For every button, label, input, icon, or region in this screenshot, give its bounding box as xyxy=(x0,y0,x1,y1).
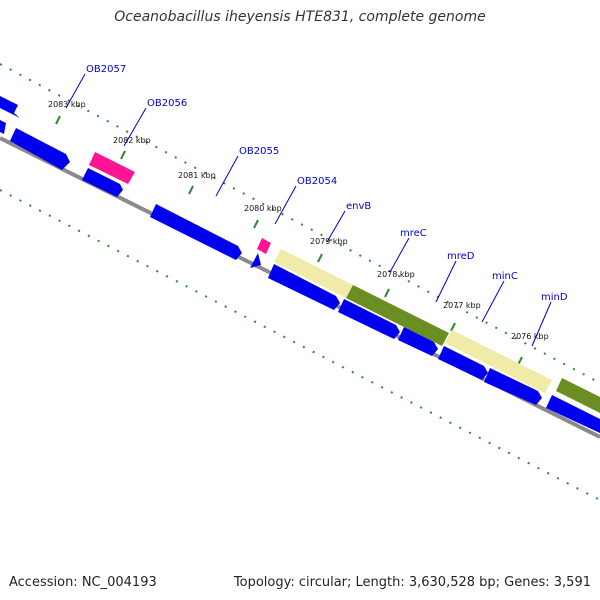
leader-ob2056 xyxy=(123,107,147,147)
kbp-label: 2076 kbp xyxy=(511,332,549,341)
gene-ob2054-rrna xyxy=(257,238,271,254)
gene-label: minD xyxy=(541,292,568,303)
leader-envb xyxy=(326,210,346,243)
kbp-label: 2082 kbp xyxy=(113,136,151,145)
gene-label: OB2054 xyxy=(297,176,337,187)
gene-ob2057-lower xyxy=(0,120,6,134)
kbp-tick xyxy=(55,115,61,125)
leader-ob2057 xyxy=(65,73,86,109)
gene-mrec-arrow xyxy=(338,299,400,339)
kbp-tick xyxy=(384,288,390,298)
inner-tick-ring xyxy=(0,189,600,501)
gene-leader-lines xyxy=(65,73,552,347)
gene-ob2056-rrna xyxy=(89,152,135,184)
map-title: Oceanobacillus iheyensis HTE831, complet… xyxy=(114,9,486,25)
gene-mrec xyxy=(346,285,449,346)
gene-ob2057 xyxy=(0,96,20,118)
gene-label: mreC xyxy=(400,228,427,239)
gene-mind-olive xyxy=(556,378,600,413)
gene-minc-arrow xyxy=(438,346,488,380)
gene-label: envB xyxy=(346,201,371,212)
kbp-label: 2077 kbp xyxy=(443,301,481,310)
kbp-tick xyxy=(188,185,194,195)
leader-mind xyxy=(531,301,552,347)
gene-label: OB2056 xyxy=(147,98,187,109)
gene-ob2056-arrow xyxy=(82,168,123,197)
gene-mred-arrow xyxy=(398,327,438,356)
gene-envb-arrow xyxy=(268,264,340,310)
kbp-label: 2079 kbp xyxy=(310,237,348,246)
leader-mred xyxy=(435,260,457,303)
outer-tick-ring xyxy=(0,63,600,384)
kbp-tick xyxy=(253,219,259,229)
kbp-tick xyxy=(120,150,126,160)
leader-ob2055 xyxy=(215,155,239,197)
kbp-ticks xyxy=(55,115,589,400)
gene-label: OB2057 xyxy=(86,64,126,75)
genome-summary-text: Topology: circular; Length: 3,630,528 bp… xyxy=(233,575,591,590)
leader-ob2054 xyxy=(274,185,297,225)
gene-envb xyxy=(274,249,353,298)
kbp-label: 2083 kbp xyxy=(48,100,86,109)
gene-label: minC xyxy=(492,271,518,282)
gene-label: mreD xyxy=(447,251,475,262)
accession-text: Accession: NC_004193 xyxy=(9,575,157,590)
gene-next-arrow xyxy=(546,395,600,433)
kbp-label: 2078 kbp xyxy=(377,270,415,279)
gene-ob2057-arrow xyxy=(10,128,70,170)
leader-mrec xyxy=(389,237,410,273)
gene-label: OB2055 xyxy=(239,146,279,157)
kbp-tick xyxy=(450,322,456,332)
gene-small-arrow xyxy=(250,253,261,268)
kbp-label: 2081 kbp xyxy=(178,171,216,180)
kbp-label: 2080 kbp xyxy=(244,204,282,213)
gene-ob2055-arrow xyxy=(150,204,242,260)
gene-mind-arrow xyxy=(484,368,542,405)
gene-mind-pale xyxy=(445,330,552,393)
leader-minc xyxy=(481,280,505,323)
kbp-tick xyxy=(317,253,323,263)
